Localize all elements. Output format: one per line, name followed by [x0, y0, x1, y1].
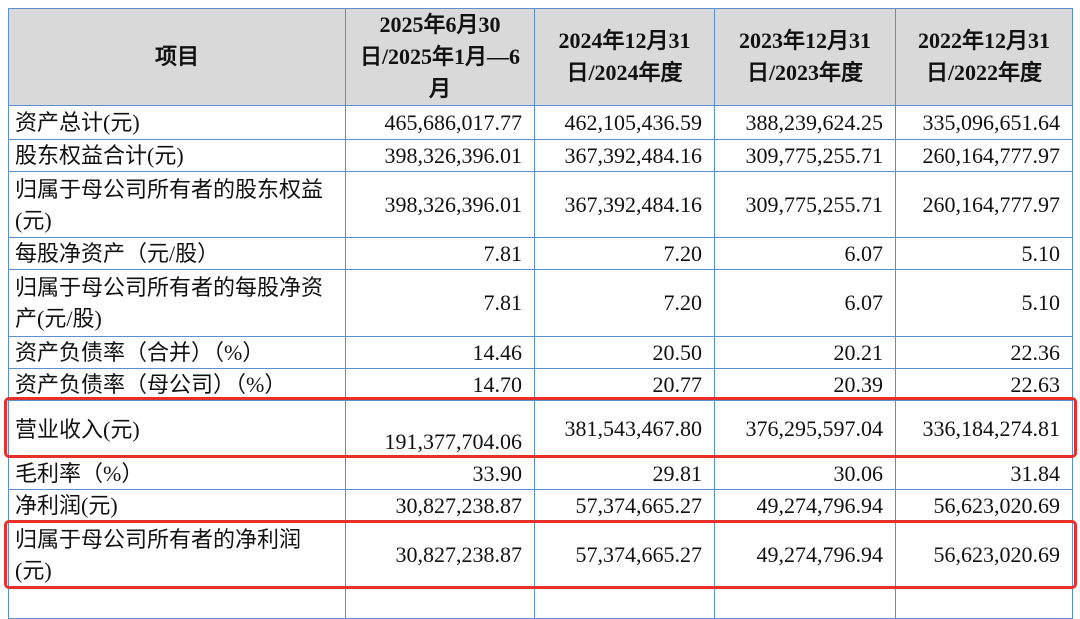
cell-value: 462,105,436.59 — [534, 105, 715, 140]
cell-value: 30,827,238.87 — [345, 521, 535, 589]
table-row: 每股净资产（元/股） 7.81 7.20 6.07 5.10 — [8, 237, 1073, 270]
cell-value: 57,374,665.27 — [534, 521, 715, 589]
header-2023: 2023年12月31日/2023年度 — [714, 8, 896, 106]
cell-value: 381,543,467.80 — [534, 400, 715, 458]
cell-value: 7.81 — [345, 237, 535, 270]
cell-value: 398,326,396.01 — [345, 139, 535, 172]
table-row: 归属于母公司所有者的股东权益(元) 398,326,396.01 367,392,4… — [8, 171, 1073, 238]
cell-value: 7.20 — [534, 269, 715, 337]
cell-value: 191,377,704.06 — [345, 400, 535, 458]
cell-value: 398,326,396.01 — [345, 171, 535, 238]
header-2025h1: 2025年6月30日/2025年1月—6月 — [345, 8, 535, 106]
financial-table: 项目 2025年6月30日/2025年1月—6月 2024年12月31日/202… — [8, 8, 1073, 619]
cell-value: 335,096,651.64 — [895, 105, 1073, 140]
cell-value: 30,827,238.87 — [345, 489, 535, 522]
table-row: 资产负债率（合并）（%） 14.46 20.50 20.21 22.36 — [8, 336, 1073, 369]
cell-value: 20.39 — [714, 368, 896, 401]
cell-value: 336,184,274.81 — [895, 400, 1073, 458]
cell-value: 49,274,796.94 — [714, 521, 896, 589]
row-label: 净利润(元) — [8, 489, 346, 522]
cell-value: 57,374,665.27 — [534, 489, 715, 522]
row-label: 每股净资产（元/股） — [8, 237, 346, 270]
row-label: 股东权益合计(元) — [8, 139, 346, 172]
cell-value: 465,686,017.77 — [345, 105, 535, 140]
cell-value: 20.50 — [534, 336, 715, 369]
table-row: 归属于母公司所有者的每股净资产(元/股) 7.81 7.20 6.07 5.10 — [8, 269, 1073, 337]
cell-value: 260,164,777.97 — [895, 139, 1073, 172]
row-label: 归属于母公司所有者的净利润(元) — [8, 521, 346, 589]
cell-value: 309,775,255.71 — [714, 171, 896, 238]
table-row: 营业收入(元) 191,377,704.06 381,543,467.80 376,2… — [8, 400, 1073, 458]
cell-value: 30.06 — [714, 457, 896, 490]
table-row: 归属于母公司所有者的净利润(元) 30,827,238.87 57,374,665.… — [8, 521, 1073, 589]
cell-value: 14.70 — [345, 368, 535, 401]
table-row: 资产负债率（母公司）（%） 14.70 20.77 20.39 22.63 — [8, 368, 1073, 401]
cell-value: 7.81 — [345, 269, 535, 337]
cell-value: 388,239,624.25 — [714, 105, 896, 140]
row-label: 资产负债率（合并）（%） — [8, 336, 346, 369]
row-label: 资产负债率（母公司）（%） — [8, 368, 346, 401]
cell-value: 56,623,020.69 — [895, 489, 1073, 522]
row-label: 营业收入(元) — [8, 400, 346, 458]
cell-value: 14.46 — [345, 336, 535, 369]
cell-value: 7.20 — [534, 237, 715, 270]
cell-value: 367,392,484.16 — [534, 139, 715, 172]
cell-value: 56,623,020.69 — [895, 521, 1073, 589]
cell-value: 309,775,255.71 — [714, 139, 896, 172]
cell-value: 33.90 — [345, 457, 535, 490]
cell-value: 6.07 — [714, 237, 896, 270]
cell-value: 5.10 — [895, 237, 1073, 270]
row-label: 资产总计(元) — [8, 105, 346, 140]
table-row-partial — [8, 588, 1073, 619]
table-row: 毛利率（%） 33.90 29.81 30.06 31.84 — [8, 457, 1073, 490]
cell-value: 367,392,484.16 — [534, 171, 715, 238]
header-2024: 2024年12月31日/2024年度 — [534, 8, 715, 106]
table-row: 资产总计(元) 465,686,017.77 462,105,436.59 388,2… — [8, 105, 1073, 140]
cell-value: 376,295,597.04 — [714, 400, 896, 458]
row-label: 毛利率（%） — [8, 457, 346, 490]
cell-value: 31.84 — [895, 457, 1073, 490]
cell-value: 20.77 — [534, 368, 715, 401]
table-row: 净利润(元) 30,827,238.87 57,374,665.27 49,274,7… — [8, 489, 1073, 522]
header-item: 项目 — [8, 8, 346, 106]
cell-value: 29.81 — [534, 457, 715, 490]
cell-value: 5.10 — [895, 269, 1073, 337]
cell-value: 260,164,777.97 — [895, 171, 1073, 238]
cell-value: 22.63 — [895, 368, 1073, 401]
cell-value: 49,274,796.94 — [714, 489, 896, 522]
cell-value: 20.21 — [714, 336, 896, 369]
table-row: 股东权益合计(元) 398,326,396.01 367,392,484.16 309… — [8, 139, 1073, 172]
cell-value: 22.36 — [895, 336, 1073, 369]
header-2022: 2022年12月31日/2022年度 — [895, 8, 1073, 106]
row-label: 归属于母公司所有者的每股净资产(元/股) — [8, 269, 346, 337]
row-label: 归属于母公司所有者的股东权益(元) — [8, 171, 346, 238]
header-row: 项目 2025年6月30日/2025年1月—6月 2024年12月31日/202… — [8, 8, 1073, 106]
cell-value: 6.07 — [714, 269, 896, 337]
